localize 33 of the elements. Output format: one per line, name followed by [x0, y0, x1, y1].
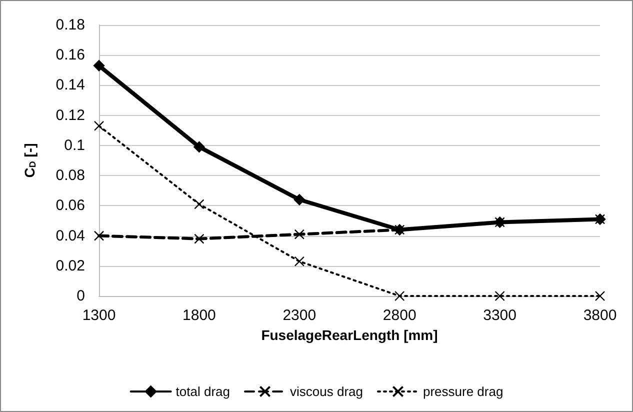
point	[94, 230, 104, 241]
point	[94, 120, 104, 131]
y-tick-label: 0.12	[56, 106, 85, 124]
point	[294, 256, 304, 266]
y-tick-label: 0.06	[56, 197, 85, 214]
point	[294, 194, 305, 206]
x-tick-label: 3800	[583, 307, 617, 324]
point	[194, 199, 204, 210]
legend-label: pressure drag	[422, 384, 504, 399]
point	[194, 234, 204, 244]
y-tick-label: 0.04	[56, 227, 85, 244]
x-tick-label: 1800	[182, 307, 216, 324]
legend-label: total drag	[176, 384, 230, 399]
y-tick-label: 0.02	[56, 257, 85, 274]
y-tick-label: 0	[76, 288, 85, 304]
point	[93, 60, 105, 72]
y-tick-label: 0.08	[56, 167, 85, 184]
y-tick-label: 0.16	[56, 46, 85, 64]
x-axis-title: FuselageRearLength [mm]	[261, 326, 438, 343]
point	[294, 229, 304, 240]
x-tick-label: 3300	[483, 307, 516, 324]
point	[194, 141, 205, 153]
y-tick-label: 0.18	[56, 16, 85, 34]
y-tick-label: 0.14	[56, 76, 85, 94]
y-axis-title: CD [-]	[22, 143, 38, 178]
point	[494, 290, 505, 302]
x-tick-label: 2300	[282, 307, 316, 324]
legend-label: viscous drag	[290, 384, 363, 399]
y-tick-label: 0.1	[64, 136, 85, 154]
point	[594, 290, 606, 302]
point	[394, 290, 405, 302]
x-tick-label: 2800	[382, 307, 416, 324]
x-tick-label: 1300	[82, 307, 116, 324]
